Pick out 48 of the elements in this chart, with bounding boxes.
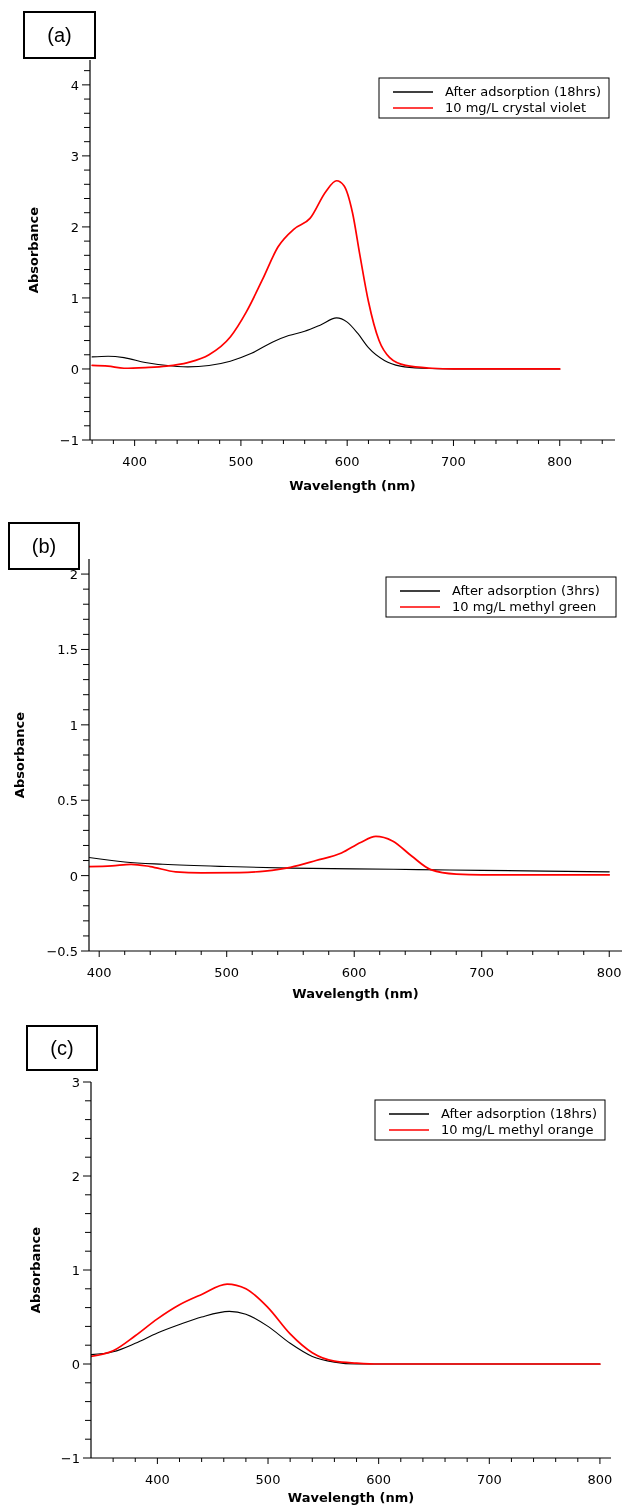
y-axis-title: Absorbance [26,206,41,294]
y-tick-label: 4 [70,77,79,93]
legend-label: 10 mg/L crystal violet [445,100,587,115]
y-tick-label: 0.5 [57,793,78,809]
y-tick-label: −1 [59,433,79,448]
y-tick-label: 1 [69,717,78,733]
y-tick-label: 3 [71,1075,80,1090]
x-tick-label: 600 [366,1472,392,1487]
y-tick-label: 1.5 [57,642,78,658]
chart-title: (a) [47,24,72,46]
x-tick-label: 700 [476,1472,502,1487]
legend-label: After adsorption (18hrs) [445,84,601,99]
x-tick-label: 700 [441,454,466,469]
x-tick-label: 800 [547,454,573,469]
y-tick-label: 1 [71,1263,80,1278]
x-tick-label: 600 [334,454,360,469]
line-series [91,1283,601,1365]
legend-label: After adsorption (18hrs) [441,1106,597,1121]
y-tick-label: 0 [69,868,78,884]
y-tick-label: 0 [71,1357,80,1372]
y-tick-label: 2 [70,219,79,235]
y-tick-label: 3 [70,148,79,164]
x-tick-label: 800 [596,965,622,980]
legend-label: After adsorption (3hrs) [452,583,600,598]
y-tick-label: 2 [71,1169,80,1184]
x-axis-title: Wavelength (nm) [289,478,416,493]
x-tick-label: 700 [469,965,495,980]
x-tick-label: 600 [341,965,367,980]
x-tick-label: 500 [214,965,240,980]
y-tick-label: −0.5 [46,944,78,959]
x-tick-label: 400 [86,965,112,980]
x-tick-label: 800 [587,1472,613,1487]
x-tick-label: 400 [122,454,148,469]
chart-title: (c) [50,1037,74,1059]
x-tick-label: 500 [255,1472,281,1487]
y-tick-label: 2 [69,567,78,583]
x-tick-label: 400 [144,1472,170,1487]
y-tick-label: 1 [70,290,79,306]
chart-title: (b) [31,535,57,557]
y-axis-title: Absorbance [28,1226,43,1314]
x-axis-title: Wavelength (nm) [287,1490,415,1505]
legend-label: 10 mg/L methyl green [452,599,597,614]
y-tick-label: 0 [70,361,79,377]
y-tick-label: −1 [60,1451,80,1466]
x-tick-label: 500 [228,454,254,469]
legend-label: 10 mg/L methyl orange [441,1122,594,1137]
x-axis-title: Wavelength (nm) [292,986,419,1001]
y-axis-title: Absorbance [12,711,27,799]
